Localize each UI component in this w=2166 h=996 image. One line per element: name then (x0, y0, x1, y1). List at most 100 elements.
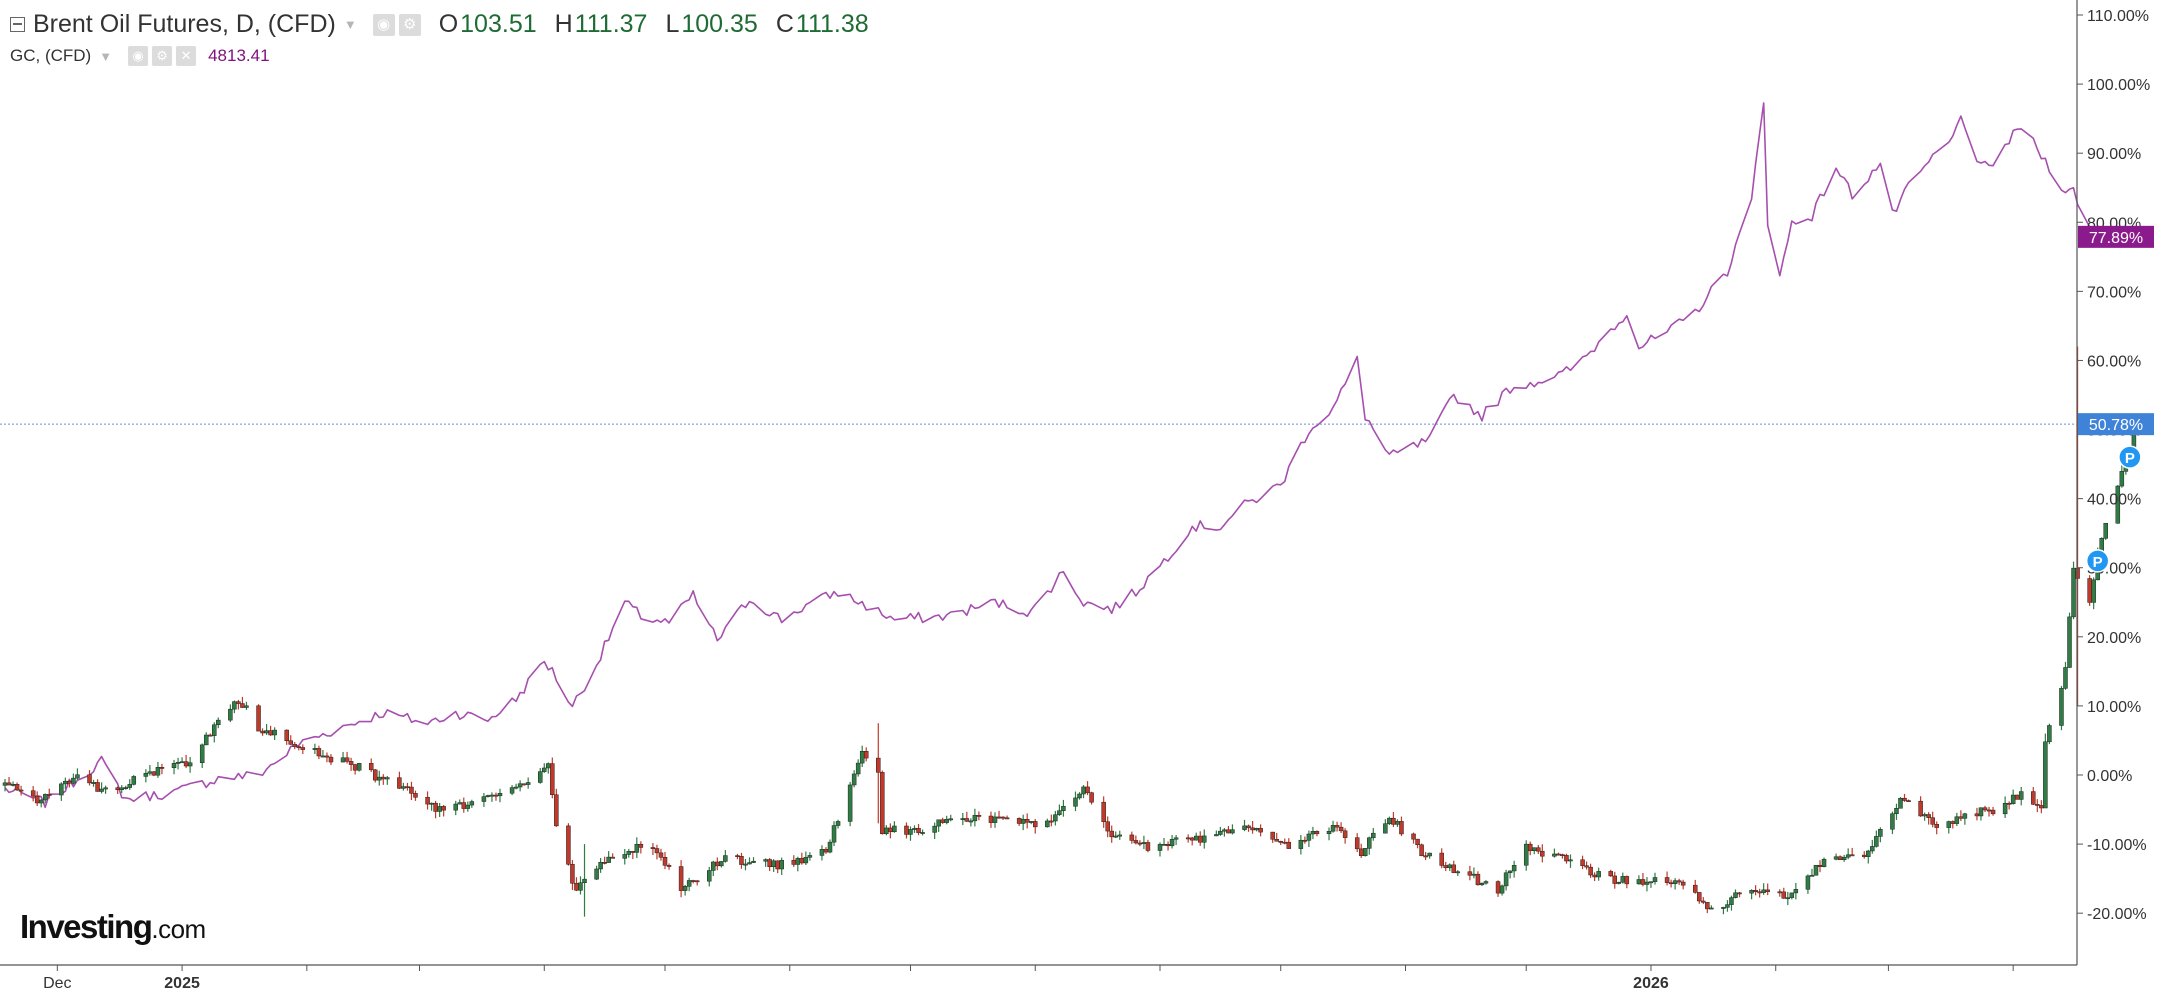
chevron-down-icon[interactable]: ▼ (99, 48, 113, 64)
candle-body (409, 786, 414, 794)
eye-icon[interactable]: ◉ (128, 46, 149, 66)
candle-body (10, 784, 16, 786)
candle (1918, 796, 1923, 817)
candle-body (2014, 794, 2020, 800)
candle-body (1077, 793, 1082, 799)
candle-body (767, 859, 772, 868)
candle-body (1560, 854, 1565, 857)
candle-body (1302, 839, 1308, 842)
candle-body (284, 729, 289, 742)
candle (179, 757, 185, 764)
candle-body (1845, 854, 1851, 858)
candle (1028, 821, 1034, 825)
candle (851, 770, 857, 788)
candle (638, 841, 644, 854)
gear-icon[interactable]: ⚙ (152, 46, 173, 66)
candle (1250, 820, 1255, 834)
candle-body (340, 757, 346, 763)
candle-body (413, 793, 418, 798)
candle-body (2091, 579, 2096, 603)
candle (1383, 819, 1388, 834)
candle (650, 843, 656, 856)
candle (1540, 844, 1545, 863)
candle-body (236, 701, 241, 704)
candle-body (944, 818, 949, 823)
candle (847, 781, 853, 827)
candle (859, 745, 865, 768)
candle-body (622, 854, 628, 859)
candle (1189, 836, 1195, 846)
chevron-down-icon[interactable]: ▼ (343, 17, 357, 32)
candle (1749, 889, 1754, 900)
candle (240, 696, 245, 709)
candle-body (1878, 828, 1883, 837)
candle (1310, 826, 1316, 840)
candle-body (1580, 859, 1585, 866)
gold-line-series (4, 102, 2095, 809)
candle-body (1258, 828, 1263, 833)
candle-body (1342, 830, 1348, 838)
candle (892, 821, 897, 833)
candle (397, 771, 402, 789)
candle-body (1564, 855, 1569, 862)
candle (288, 735, 293, 745)
candle (1986, 806, 1992, 817)
candle (1592, 872, 1597, 882)
candle-body (497, 793, 503, 797)
candle (348, 757, 354, 771)
candle-body (735, 855, 740, 857)
candle (1584, 861, 1589, 870)
candle-body (405, 786, 410, 789)
candle-body (1527, 843, 1533, 851)
candle-body (18, 789, 24, 792)
eye-icon[interactable]: ◉ (372, 13, 395, 36)
gear-icon[interactable]: ⚙ (398, 13, 421, 36)
candle-body (119, 787, 124, 790)
low-value: 100.35 (681, 10, 758, 38)
x-tick-label: 2025 (164, 975, 200, 992)
candle (268, 725, 273, 736)
candle (1298, 835, 1304, 855)
candle (916, 823, 921, 836)
candle-body (1391, 817, 1396, 825)
candle (1338, 822, 1344, 834)
candle-body (429, 802, 434, 805)
collapse-icon[interactable] (10, 17, 25, 32)
candle-body (1471, 873, 1477, 876)
main-symbol-title[interactable]: Brent Oil Futures, D, (CFD) (33, 10, 336, 38)
candle-body (795, 858, 801, 865)
candle-body (1306, 833, 1312, 841)
y-tick-label: 60.00% (2087, 353, 2141, 370)
candle (920, 829, 925, 836)
candle (1930, 811, 1935, 828)
candle (1978, 807, 1984, 821)
candle-body (47, 794, 52, 796)
close-icon[interactable]: ✕ (176, 46, 197, 66)
candle (385, 776, 390, 785)
overlay-layer: P P 50.78% 77.89% (0, 225, 2154, 573)
candle (292, 741, 298, 750)
candle (1813, 864, 1819, 876)
candle (972, 808, 978, 827)
candle-body (2035, 804, 2040, 806)
candle-body (654, 848, 660, 854)
candle (441, 804, 446, 817)
candle-body (2018, 791, 2024, 800)
candle (413, 790, 418, 801)
candle-body (940, 819, 945, 823)
candle-body (1282, 841, 1288, 844)
candle (594, 865, 599, 881)
candle-body (264, 730, 269, 734)
candle (187, 756, 193, 773)
candle (1680, 879, 1686, 890)
candle-body (1749, 890, 1754, 894)
candle-body (352, 764, 358, 771)
candle (1427, 852, 1432, 859)
candle (2103, 523, 2108, 540)
candle (30, 786, 36, 802)
candle-body (960, 818, 966, 820)
secondary-symbol-title[interactable]: GC, (CFD) (10, 46, 92, 65)
candle (453, 800, 458, 816)
